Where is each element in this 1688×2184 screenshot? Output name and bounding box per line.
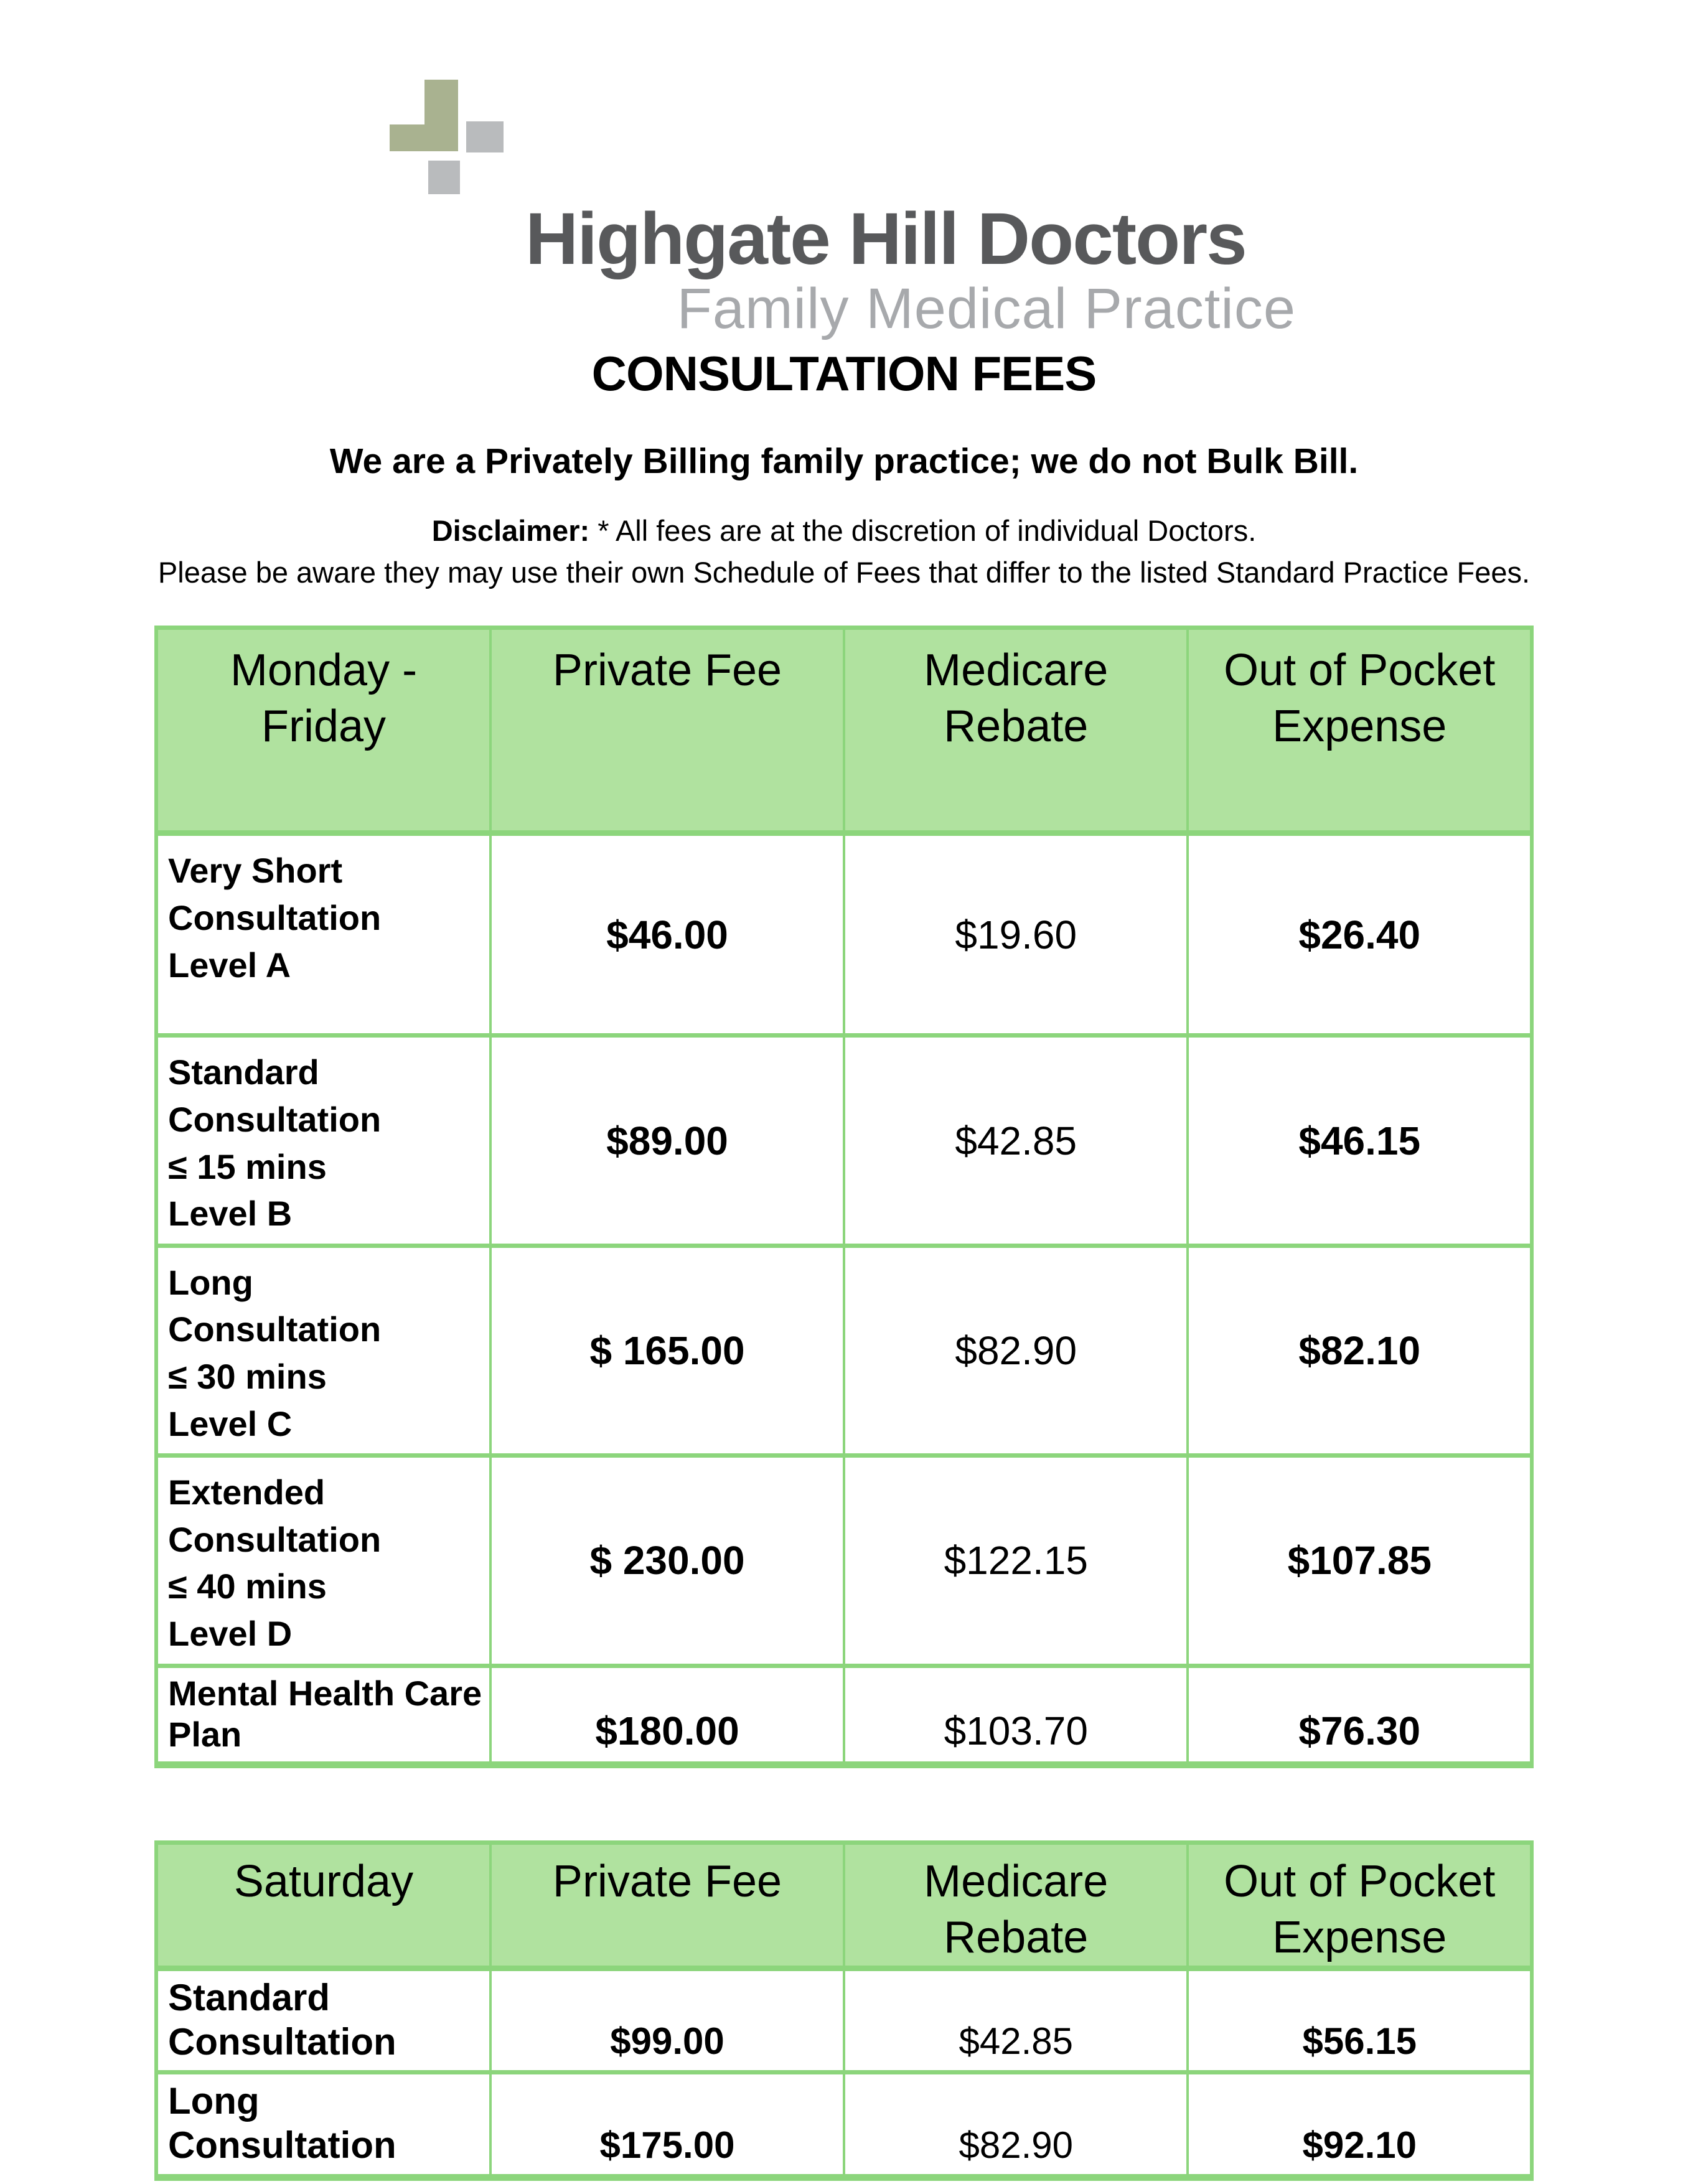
row-label: Long Consultation	[154, 2070, 492, 2180]
column-header-medicare-rebate: Medicare Rebate	[842, 626, 1189, 837]
clinic-name: Highgate Hill Doctors	[525, 198, 1247, 280]
cross-gray-bottom-block	[428, 161, 460, 194]
table-row-saturday-long-consultation: Long Consultation $175.00 $82.90 $92.10	[154, 2070, 1533, 2180]
table-row-mental-health-care-plan: Mental Health Care Plan $180.00 $103.70 …	[154, 1663, 1533, 1767]
medicare-rebate-value: $103.70	[842, 1663, 1189, 1767]
medicare-rebate-value: $82.90	[842, 1243, 1189, 1458]
private-fee-value: $46.00	[489, 831, 845, 1038]
medical-cross-icon	[390, 80, 508, 198]
weekday-header-row: Monday - Friday Private Fee Medicare Reb…	[154, 626, 1533, 837]
out-of-pocket-value: $82.10	[1186, 1243, 1533, 1458]
disclaimer-text: * All fees are at the discretion of indi…	[589, 514, 1257, 547]
disclaimer-label: Disclaimer:	[431, 514, 590, 547]
out-of-pocket-value: $56.15	[1186, 1966, 1533, 2075]
cross-green-horizontal-block	[390, 124, 427, 151]
out-of-pocket-value: $46.15	[1186, 1033, 1533, 1248]
medicare-rebate-value: $122.15	[842, 1453, 1189, 1668]
private-fee-value: $ 230.00	[489, 1453, 845, 1668]
cross-green-vertical-block	[424, 80, 458, 151]
table-row-long-consultation: Long Consultation ≤ 30 mins Level C $ 16…	[154, 1243, 1533, 1458]
weekday-fees-table: Monday - Friday Private Fee Medicare Reb…	[154, 626, 1534, 1768]
column-header-out-of-pocket: Out of Pocket Expense	[1186, 1840, 1533, 1971]
private-fee-value: $99.00	[489, 1966, 845, 2075]
column-header-day: Monday - Friday	[154, 626, 492, 837]
private-fee-value: $ 165.00	[489, 1243, 845, 1458]
out-of-pocket-value: $107.85	[1186, 1453, 1533, 1668]
row-label: Extended Consultation ≤ 40 mins Level D	[154, 1453, 492, 1668]
table-row-saturday-standard-consultation: Standard Consultation $99.00 $42.85 $56.…	[154, 1966, 1533, 2075]
row-label: Standard Consultation ≤ 15 mins Level B	[154, 1033, 492, 1248]
medicare-rebate-value: $82.90	[842, 2070, 1189, 2180]
out-of-pocket-value: $92.10	[1186, 2070, 1533, 2180]
clinic-logo: Highgate Hill Doctors Family Medical Pra…	[390, 80, 1298, 340]
disclaimer-block: Disclaimer: * All fees are at the discre…	[0, 510, 1688, 593]
row-label: Very Short Consultation Level A	[154, 831, 492, 1038]
column-header-day: Saturday	[154, 1840, 492, 1971]
private-fee-value: $89.00	[489, 1033, 845, 1248]
disclaimer-line2: Please be aware they may use their own S…	[157, 555, 1531, 589]
private-fee-value: $175.00	[489, 2070, 845, 2180]
medicare-rebate-value: $42.85	[842, 1033, 1189, 1248]
out-of-pocket-value: $76.30	[1186, 1663, 1533, 1767]
column-header-private-fee: Private Fee	[489, 1840, 845, 1971]
row-label: Standard Consultation	[154, 1966, 492, 2075]
page-title: CONSULTATION FEES	[591, 346, 1097, 401]
table-row-extended-consultation: Extended Consultation ≤ 40 mins Level D …	[154, 1453, 1533, 1668]
table-row-very-short-consultation: Very Short Consultation Level A $46.00 $…	[154, 831, 1533, 1038]
medicare-rebate-value: $42.85	[842, 1966, 1189, 2075]
cross-gray-right-block	[466, 121, 504, 152]
out-of-pocket-value: $26.40	[1186, 831, 1533, 1038]
private-fee-value: $180.00	[489, 1663, 845, 1767]
table-row-standard-consultation: Standard Consultation ≤ 15 mins Level B …	[154, 1033, 1533, 1248]
clinic-tagline: Family Medical Practice	[677, 277, 1296, 340]
row-label: Mental Health Care Plan	[154, 1663, 492, 1767]
column-header-medicare-rebate: Medicare Rebate	[842, 1840, 1189, 1971]
row-label: Long Consultation ≤ 30 mins Level C	[154, 1243, 492, 1458]
column-header-out-of-pocket: Out of Pocket Expense	[1186, 626, 1533, 837]
billing-statement: We are a Privately Billing family practi…	[329, 441, 1359, 481]
saturday-header-row: Saturday Private Fee Medicare Rebate Out…	[154, 1840, 1533, 1971]
medicare-rebate-value: $19.60	[842, 831, 1189, 1038]
column-header-private-fee: Private Fee	[489, 626, 845, 837]
disclaimer-line1: Disclaimer: * All fees are at the discre…	[0, 510, 1688, 552]
saturday-fees-table: Saturday Private Fee Medicare Rebate Out…	[154, 1840, 1534, 2181]
